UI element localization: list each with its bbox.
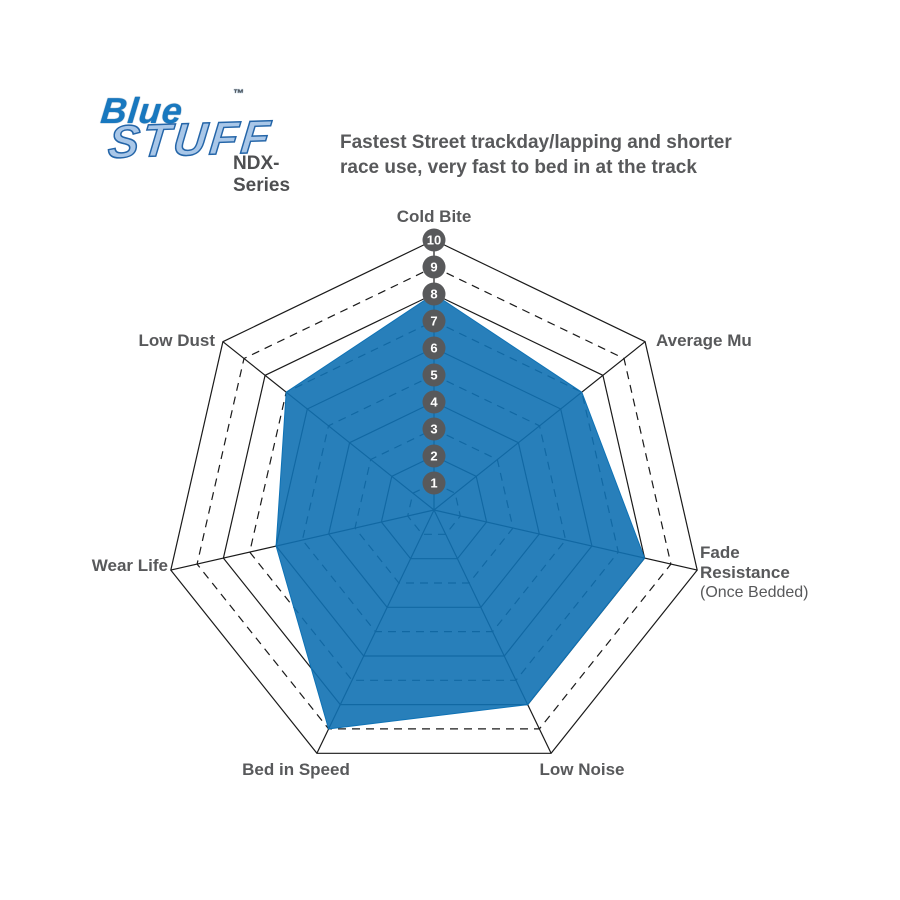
scale-badge-label-9: 9 xyxy=(430,260,437,275)
scale-badge-9 xyxy=(422,255,446,279)
grid-ring-10 xyxy=(170,239,698,754)
scale-badge-6 xyxy=(422,336,446,360)
scale-badge-label-7: 7 xyxy=(430,314,437,329)
scale-badge-label-1: 1 xyxy=(430,476,437,491)
axis-label-fade-resistance-main: Fade Resistance xyxy=(700,543,790,582)
brand-logo: Blue ™ STUFF NDX-Series xyxy=(93,88,333,196)
scale-badge-label-2: 2 xyxy=(430,449,437,464)
scale-badge-label-3: 3 xyxy=(430,422,437,437)
scale-badge-label-4: 4 xyxy=(430,395,438,410)
series-polygon xyxy=(275,293,646,730)
axis-label-fade-resistance-sub: (Once Bedded) xyxy=(700,584,809,601)
scale-badge-2 xyxy=(422,444,446,468)
axis-label-bed-in-speed: Bed in Speed xyxy=(242,760,350,779)
scale-badge-label-10: 10 xyxy=(427,233,441,248)
scale-badge-label-5: 5 xyxy=(430,368,437,383)
scale-badge-label-6: 6 xyxy=(430,341,437,356)
scale-badge-label-8: 8 xyxy=(430,287,437,302)
tagline-line-2: race use, very fast to bed in at the tra… xyxy=(340,157,697,178)
axis-label-low-noise: Low Noise xyxy=(539,760,625,779)
scale-badge-7 xyxy=(422,309,446,333)
scale-badge-10 xyxy=(422,228,446,252)
tagline-line-1: Fastest Street trackday/lapping and shor… xyxy=(340,132,732,153)
scale-badge-8 xyxy=(422,282,446,306)
axis-label-average-mu: Average Mu xyxy=(656,331,752,350)
scale-badge-3 xyxy=(422,417,446,441)
logo-series-name: NDX-Series xyxy=(233,153,291,196)
scale-badge-1 xyxy=(422,471,446,495)
scale-badge-4 xyxy=(422,390,446,414)
axis-label-low-dust: Low Dust xyxy=(138,331,216,350)
axis-label-wear-life: Wear Life xyxy=(91,556,168,575)
product-tagline: Fastest Street trackday/lapping and shor… xyxy=(340,130,732,180)
axis-label-cold-bite: Cold Bite xyxy=(396,207,472,226)
axis-label-fade-resistance: Fade Resistance (Once Bedded) xyxy=(700,543,815,603)
scale-badge-5 xyxy=(422,363,446,387)
